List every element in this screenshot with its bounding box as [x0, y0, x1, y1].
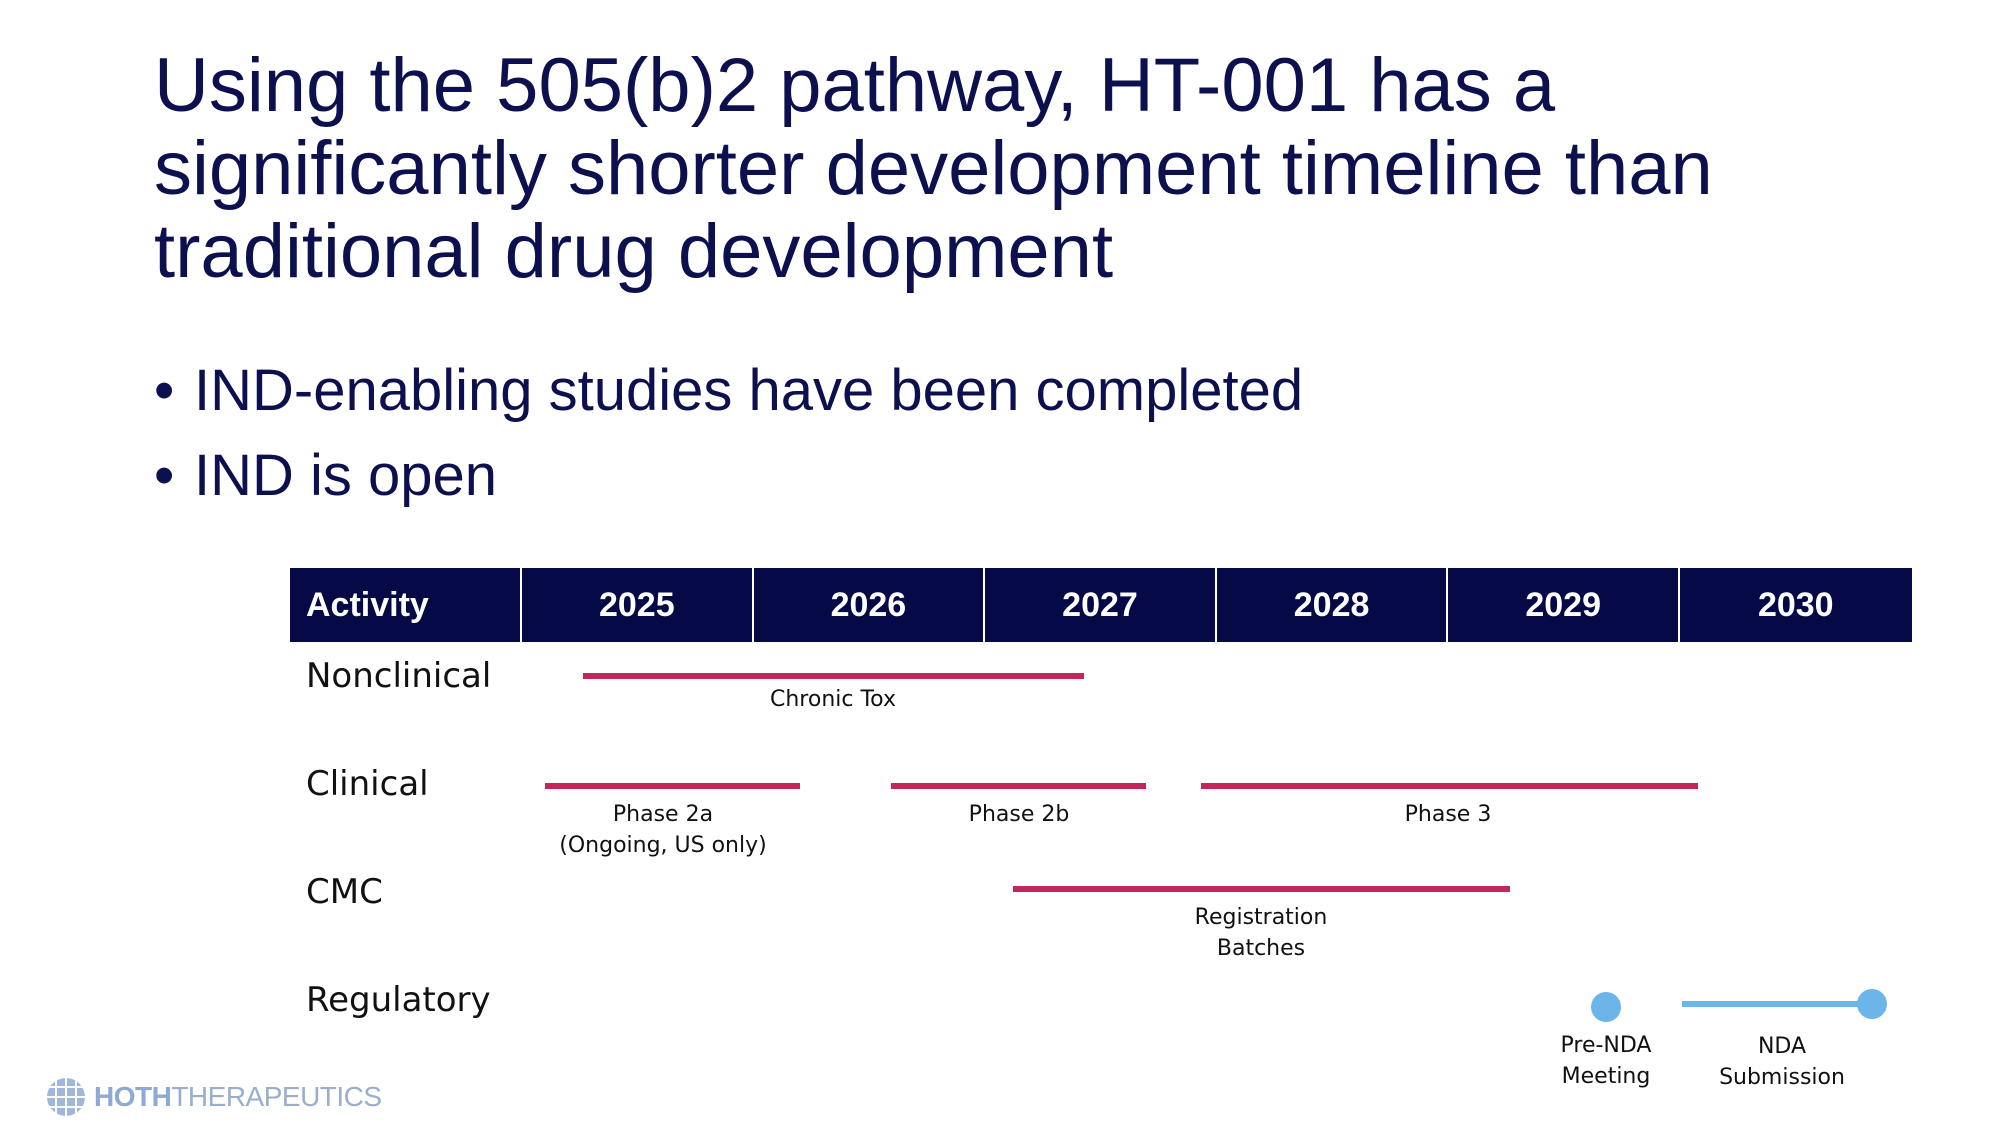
label-phase-3: Phase 3 — [1404, 802, 1492, 827]
row-label-nonclinical: Nonclinical — [306, 656, 492, 696]
label-pre-nda: Pre-NDA Meeting — [1536, 1030, 1676, 1092]
label-nda-line1: NDA — [1757, 1034, 1807, 1059]
label-registration-line1: Registration — [1194, 905, 1328, 930]
label-nda-line2: Submission — [1719, 1065, 1845, 1090]
label-phase-2a-line1: Phase 2a — [612, 802, 714, 827]
header-year: 2030 — [1757, 586, 1834, 624]
company-logo: HOTHTHERAPEUTICS — [46, 1076, 382, 1118]
row-label-clinical: Clinical — [306, 764, 429, 804]
bar-phase-2a — [545, 783, 800, 789]
header-activity: Activity — [290, 568, 522, 642]
label-pre-nda-line2: Meeting — [1561, 1064, 1651, 1089]
label-pre-nda-line1: Pre-NDA — [1560, 1033, 1652, 1058]
bar-phase-3 — [1201, 783, 1698, 789]
bar-chronic-tox — [583, 673, 1084, 679]
bullet-item: IND-enabling studies have been completed — [154, 348, 1303, 433]
header-year: 2027 — [985, 568, 1217, 642]
label-registration-batches: Registration Batches — [1161, 902, 1361, 964]
header-year: 2025 — [522, 568, 754, 642]
label-registration-line2: Batches — [1216, 936, 1306, 961]
header-year: 2029 — [1448, 568, 1680, 642]
bar-registration-batches — [1013, 886, 1510, 892]
bullet-list: IND-enabling studies have been completed… — [154, 348, 1303, 518]
logo-text-light: THERAPEUTICS — [171, 1081, 382, 1112]
header-year: 2028 — [1217, 568, 1449, 642]
label-phase-2a: Phase 2a (Ongoing, US only) — [543, 799, 783, 861]
line-to-nda — [1682, 1001, 1870, 1007]
label-nda-submission: NDA Submission — [1702, 1031, 1862, 1093]
timeline-header: Activity 2025 2026 2027 2028 2029 2030 — [290, 568, 1912, 642]
slide-title: Using the 505(b)2 pathway, HT-001 has a … — [154, 43, 1713, 294]
logo-text-bold: HOTH — [94, 1081, 172, 1112]
milestone-nda-submission — [1857, 989, 1887, 1019]
row-label-cmc: CMC — [306, 872, 383, 912]
milestone-pre-nda — [1591, 992, 1621, 1022]
label-chronic-tox: Chronic Tox — [770, 687, 896, 712]
label-phase-2b: Phase 2b — [968, 802, 1070, 827]
label-phase-2a-line2: (Ongoing, US only) — [559, 833, 767, 858]
logo-mark-icon — [47, 1078, 85, 1116]
bar-phase-2b — [891, 783, 1146, 789]
row-label-regulatory: Regulatory — [306, 980, 491, 1020]
logo-text: HOTHTHERAPEUTICS — [94, 1081, 382, 1113]
bullet-item: IND is open — [154, 433, 1303, 518]
header-year: 2026 — [754, 568, 986, 642]
